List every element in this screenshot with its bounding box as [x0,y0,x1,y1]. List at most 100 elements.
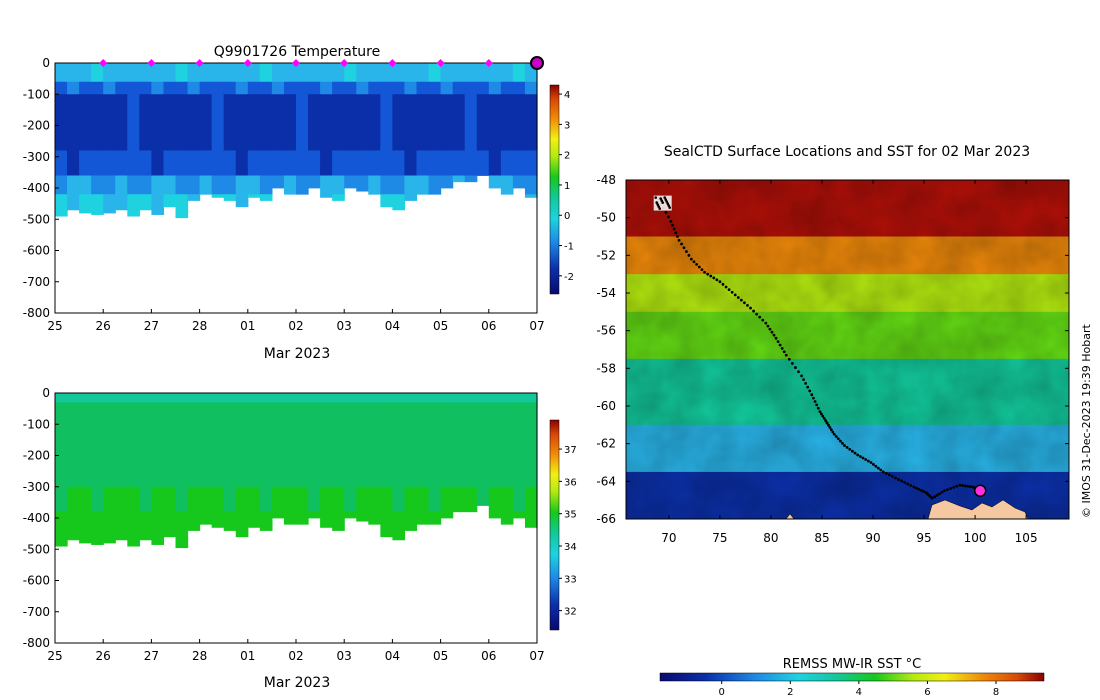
track-point [815,403,819,407]
profile-cell [103,194,116,214]
profile-cell [416,393,430,403]
profile-cell [91,150,104,176]
temperature-xlabel: Mar 2023 [264,346,331,362]
profile-cell [320,402,333,488]
profile-cell [428,511,442,525]
profile-cell [175,393,189,403]
profile-cell [500,175,514,195]
track-point [736,296,740,299]
lon-tick-label: 105 [1015,531,1038,545]
profile-cell [271,63,285,83]
y-tick-label: -800 [23,636,50,650]
track-point [659,197,663,200]
profile-cell [488,486,502,513]
profile-cell [151,194,165,215]
profile-cell [392,150,406,176]
profile-cell [428,81,442,95]
profile-cell [440,393,454,403]
track-point [668,206,672,209]
track-point [879,468,883,472]
profile-cell [332,402,345,488]
profile-cell [247,94,261,151]
track-point [866,459,870,463]
profile-cell [404,81,418,95]
y-tick-label: -400 [23,181,50,195]
profile-cell [91,402,104,488]
profile-cell [416,81,430,95]
profile-cell [476,63,490,83]
profile-cell [476,486,490,506]
profile-cell [175,194,189,219]
profile-cell [524,150,538,176]
profile-cell [79,150,92,176]
profile-cell [512,63,526,83]
track-point [727,288,731,292]
profile-cell [368,63,381,83]
colorbar-tick-label: 33 [564,574,577,585]
track-point [940,490,944,494]
track-point [955,484,959,488]
profile-cell [247,81,261,95]
map-longitude-axis: 70 75 80 85 90 95 100 105 [661,180,1038,545]
profile-cell [296,402,309,488]
profile-cell [175,150,189,176]
track-point [655,201,659,204]
profile-cell [404,486,418,513]
profile-cell [163,402,177,488]
profile-cell [67,63,80,83]
profile-cell [259,393,273,403]
profile-cell [103,94,116,151]
profile-cell [392,194,406,211]
profile-cell [488,511,502,519]
profile-cell [55,81,68,95]
profile-cell [356,94,369,151]
profile-cell [187,94,201,151]
sst-map-panel: SealCTD Surface Locations and SST for 02… [596,144,1070,698]
profile-cell [67,393,80,403]
track-point [656,203,660,206]
profile-cell [416,150,430,176]
profile-cell [115,511,128,541]
profile-cell [464,63,478,83]
track-point [770,330,774,334]
surfacing-marker [340,59,349,67]
profile-cell [271,511,285,519]
track-point [697,265,701,269]
profile-cell [91,393,104,403]
profile-cell [163,194,177,208]
profile-cell [139,81,152,95]
profile-cell [175,81,189,95]
profile-cell [235,393,249,403]
profile-cell [271,81,285,95]
profile-cell [235,486,249,513]
profile-cell [512,81,526,95]
profile-cell [416,402,430,488]
profile-cell [512,486,526,513]
profile-cell [344,175,357,189]
profile-cell [428,402,442,488]
profile-cell [332,63,345,83]
profile-cell [139,393,152,403]
profile-cell [344,150,357,176]
profile-cell [524,81,538,95]
profile-cell [404,175,418,195]
track-point [784,353,788,357]
profile-cell [115,486,128,513]
current-position [973,484,987,497]
profile-cell [524,486,538,513]
salinity-colorbar-ticks: 32 33 34 35 36 37 [559,445,577,618]
profile-cell [452,150,466,176]
profile-cell [163,63,177,83]
surfacing-markers [99,56,544,70]
profile-cell [139,194,152,211]
profile-cell [476,94,490,151]
profile-cell [524,511,538,528]
profile-cell [259,194,273,201]
track-point [831,430,835,434]
track-point [667,204,671,207]
track-point [887,473,891,477]
profile-cell [175,63,189,83]
profile-cell [356,402,369,488]
lat-tick-label: -52 [596,248,616,262]
profile-cell [175,486,189,513]
